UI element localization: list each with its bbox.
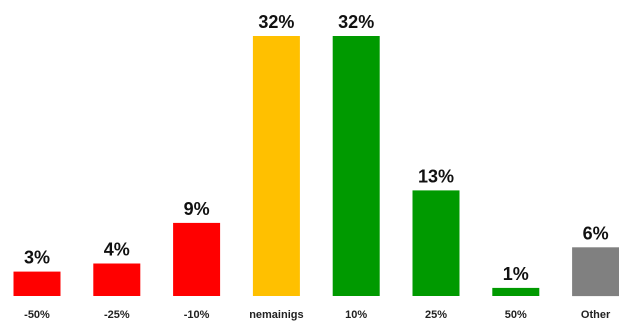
bars-group [13,36,619,297]
bar-4 [332,36,380,296]
bar-7 [572,247,619,297]
bar-3 [252,36,300,296]
value-label-0: 3% [24,248,50,268]
value-label-5: 13% [418,166,454,186]
x-tick-label-6: 50% [505,309,527,321]
value-label-4: 32% [338,12,374,32]
bar-6 [492,287,540,296]
x-tick-label-4: 10% [345,309,367,321]
bar-2 [173,222,221,296]
x-tick-label-0: -50% [24,309,50,321]
bar-5 [412,190,460,296]
value-labels-group: 3% 4% 9% 32% 32% 13% 1% 6% [24,12,609,284]
value-label-3: 32% [258,12,294,32]
x-tick-label-1: -25% [104,309,130,321]
value-label-1: 4% [104,240,130,260]
value-label-2: 9% [184,199,210,219]
value-label-7: 6% [583,223,609,243]
x-tick-label-3: nemainigs [249,309,303,321]
tick-labels-group: -50% -25% -10% nemainigs 10% 25% 50% Other [24,309,611,321]
bar-1 [93,263,141,296]
x-tick-label-2: -10% [184,309,210,321]
x-tick-label-7: Other [581,309,611,321]
value-label-6: 1% [503,264,529,284]
bar-0 [13,271,61,296]
x-tick-label-5: 25% [425,309,447,321]
